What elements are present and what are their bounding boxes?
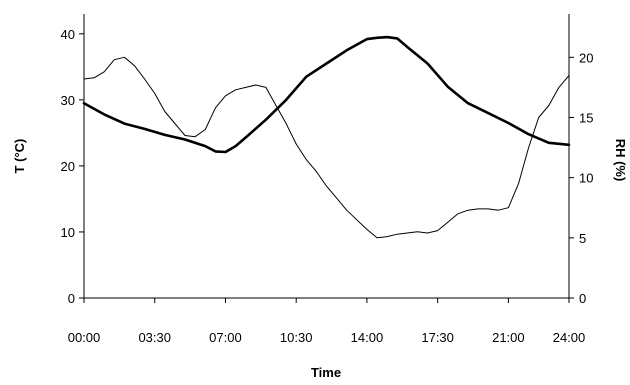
x-axis-title: Time bbox=[311, 365, 341, 380]
x-axis-ticks: 00:00 03:30 07:00 10:30 14:00 17:30 21:00 24:00 bbox=[68, 298, 586, 345]
right-y-tick-label: 10 bbox=[579, 171, 593, 186]
x-tick-label: 07:00 bbox=[209, 330, 242, 345]
series-layer bbox=[82, 35, 571, 239]
left-y-tick-label: 40 bbox=[61, 27, 75, 42]
right-y-tick-label: 15 bbox=[579, 110, 593, 125]
left-y-tick-label: 30 bbox=[61, 93, 75, 108]
rh-series-line bbox=[83, 56, 570, 239]
x-tick-label: 14:00 bbox=[351, 330, 384, 345]
left-y-axis-ticks: 0 10 20 30 40 bbox=[61, 27, 84, 306]
x-tick-label: 10:30 bbox=[280, 330, 313, 345]
right-y-axis-ticks: 0 5 10 15 20 bbox=[569, 50, 593, 306]
left-y-tick-label: 20 bbox=[61, 159, 75, 174]
plot-area: 0 10 20 30 40 0 5 10 15 20 00:00 03:30 07:00 10:30 1… bbox=[61, 14, 593, 345]
x-tick-label: 21:00 bbox=[492, 330, 525, 345]
left-y-axis-title: T (°C) bbox=[12, 139, 27, 174]
right-y-tick-label: 0 bbox=[579, 291, 586, 306]
x-tick-label: 17:30 bbox=[421, 330, 454, 345]
x-tick-label: 03:30 bbox=[138, 330, 171, 345]
temperature-series-line bbox=[82, 35, 571, 154]
left-y-tick-label: 0 bbox=[68, 291, 75, 306]
right-y-tick-label: 5 bbox=[579, 231, 586, 246]
x-tick-label: 00:00 bbox=[68, 330, 101, 345]
right-y-axis-title: RH (%) bbox=[613, 139, 628, 182]
left-y-tick-label: 10 bbox=[61, 225, 75, 240]
x-tick-label: 24:00 bbox=[553, 330, 586, 345]
right-y-tick-label: 20 bbox=[579, 50, 593, 65]
